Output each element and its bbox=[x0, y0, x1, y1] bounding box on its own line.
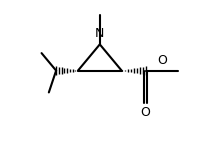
Text: O: O bbox=[141, 106, 151, 119]
Text: O: O bbox=[157, 54, 167, 66]
Text: N: N bbox=[95, 27, 104, 40]
